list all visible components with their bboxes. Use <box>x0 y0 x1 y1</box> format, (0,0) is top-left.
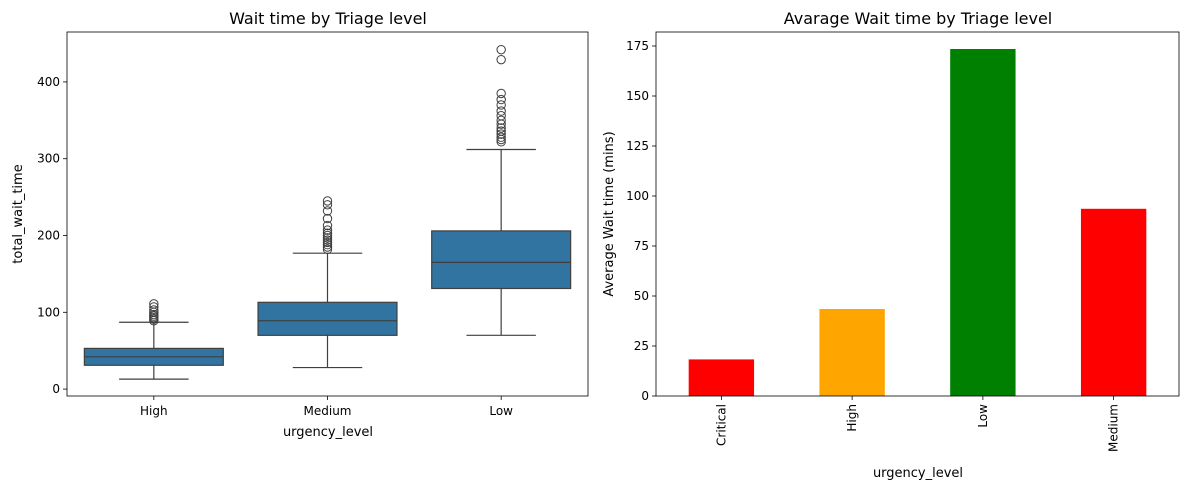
outlier-point <box>496 129 506 139</box>
outlier-point <box>496 100 506 110</box>
chart-title: Avarage Wait time by Triage level <box>784 9 1052 28</box>
x-tick-label: Medium <box>1107 404 1121 452</box>
outlier-point <box>496 111 506 121</box>
chart-title: Wait time by Triage level <box>229 9 427 28</box>
outlier-point <box>322 230 333 241</box>
y-tick-label: 50 <box>634 289 649 303</box>
x-axis-label: urgency_level <box>873 466 963 481</box>
outlier-point <box>149 302 159 312</box>
outlier-point <box>149 309 159 320</box>
y-tick-label: 150 <box>626 89 649 103</box>
y-axis-label: total_wait_time <box>11 164 26 263</box>
outlier-point <box>496 115 506 126</box>
outlier-point <box>149 305 159 315</box>
bar-high <box>819 309 885 396</box>
y-tick-label: 0 <box>641 389 649 403</box>
x-tick-label: Low <box>489 404 513 418</box>
outlier-point <box>496 88 506 99</box>
outlier-point <box>496 123 506 133</box>
y-tick-label: 400 <box>37 75 60 89</box>
box-low <box>431 44 572 336</box>
outlier-point <box>322 237 333 248</box>
outlier-point <box>322 225 333 235</box>
y-tick-label: 300 <box>37 152 60 166</box>
boxplot-chart: Wait time by Triage level urgency_level … <box>11 9 589 440</box>
x-axis-label: urgency_level <box>283 425 373 440</box>
iqr-box <box>431 230 572 290</box>
outlier-point <box>322 228 333 238</box>
y-tick-label: 175 <box>626 39 649 53</box>
outlier-point <box>322 235 333 245</box>
outlier-point <box>322 213 333 224</box>
outlier-point <box>496 126 506 136</box>
y-tick-label: 25 <box>634 339 649 353</box>
x-tick-label: High <box>845 404 859 432</box>
y-tick-label: 75 <box>634 239 649 253</box>
bar-low <box>950 49 1016 396</box>
outlier-point <box>322 242 333 252</box>
y-tick-label: 100 <box>626 189 649 203</box>
bar-medium <box>1080 208 1147 396</box>
y-tick-label: 200 <box>37 229 60 243</box>
outlier-point <box>149 299 159 309</box>
y-axis-label: Average Wait time (mins) <box>602 131 617 296</box>
x-tick-label: Critical <box>714 404 728 446</box>
outlier-point <box>496 106 506 116</box>
x-tick-label: High <box>140 404 168 418</box>
outlier-point <box>322 200 333 210</box>
bar-critical <box>688 359 755 396</box>
plot-frame <box>66 31 589 397</box>
y-tick-label: 0 <box>52 382 60 396</box>
outlier-point <box>322 206 333 216</box>
box-medium <box>257 196 398 369</box>
box-high <box>83 299 224 380</box>
outlier-point <box>496 137 506 147</box>
outlier-point <box>322 233 333 243</box>
outlier-point <box>322 244 333 255</box>
x-tick-label: Low <box>976 404 990 428</box>
outlier-point <box>496 94 506 105</box>
plot-frame <box>655 31 1180 397</box>
outlier-point <box>322 240 333 250</box>
y-tick-label: 100 <box>37 305 60 319</box>
x-tick-label: Medium <box>304 404 352 418</box>
outlier-point <box>496 44 506 55</box>
outlier-point <box>322 196 333 206</box>
y-tick-label: 125 <box>626 139 649 153</box>
iqr-box <box>257 301 398 336</box>
bar-chart: Avarage Wait time by Triage level urgenc… <box>602 9 1180 481</box>
outlier-point <box>496 54 506 65</box>
outlier-point <box>322 220 333 231</box>
outlier-point <box>496 132 506 142</box>
